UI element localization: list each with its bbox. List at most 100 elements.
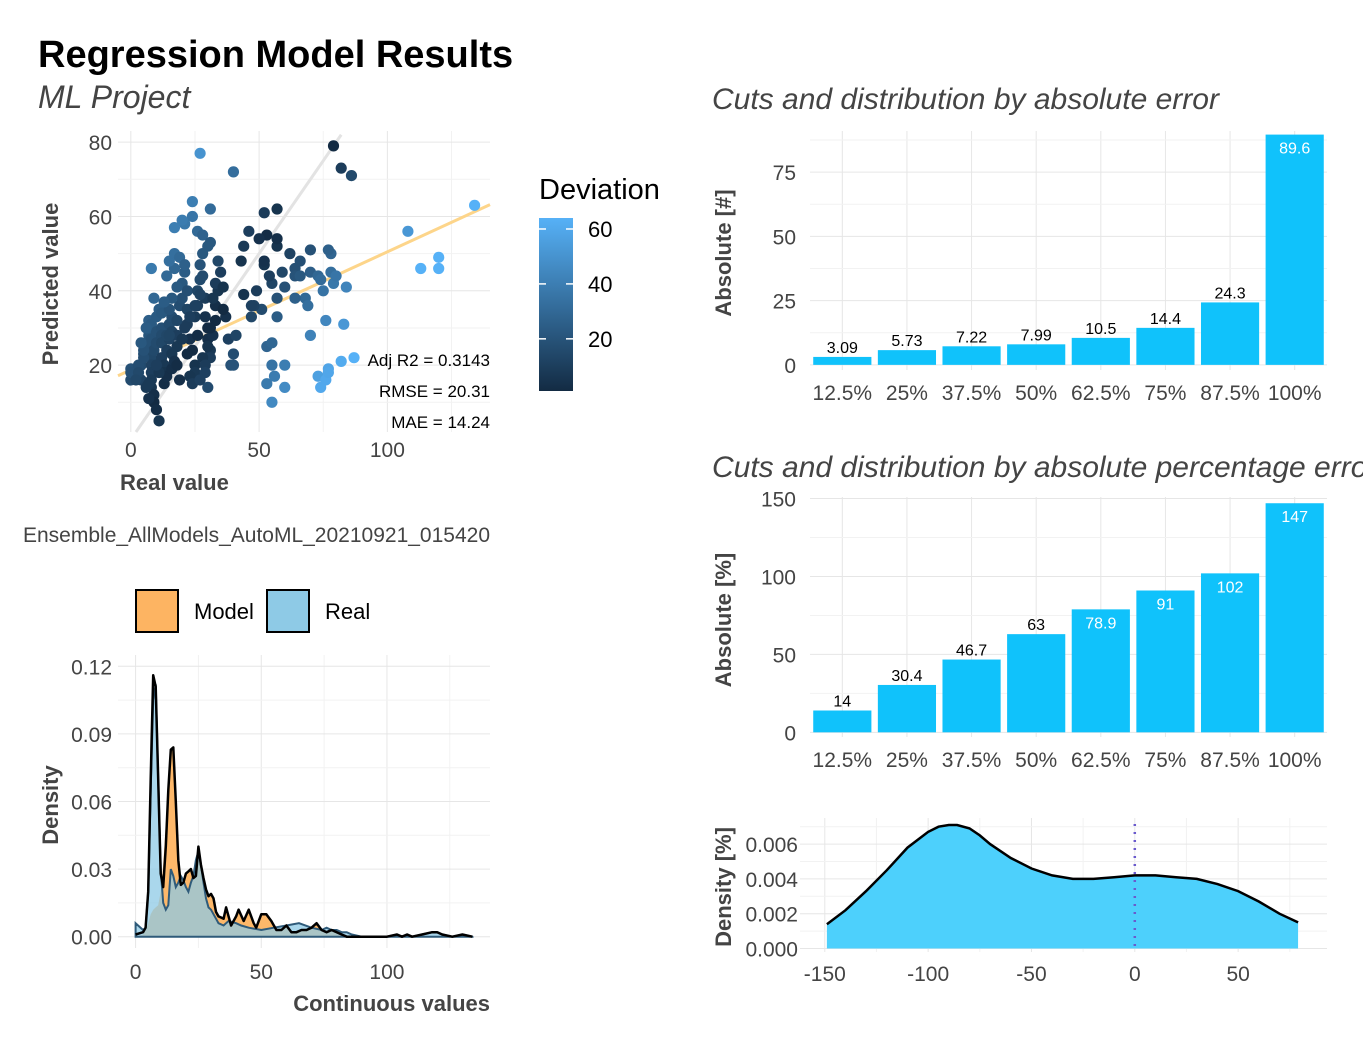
scatter-point bbox=[191, 329, 204, 341]
bar-category-tick: 50% bbox=[1015, 749, 1057, 772]
scatter-point bbox=[181, 285, 193, 297]
scatter-point bbox=[212, 255, 224, 267]
scatter-point bbox=[253, 233, 265, 245]
bar-category-tick: 87.5% bbox=[1200, 382, 1260, 405]
absolute-error-title: Cuts and distribution by absolute error bbox=[712, 83, 1220, 116]
scatter-point bbox=[315, 274, 327, 286]
scatter-point bbox=[204, 322, 216, 334]
scatter-point bbox=[143, 392, 155, 405]
bar-category-tick: 62.5% bbox=[1071, 749, 1131, 772]
percentage-error-bars: 14 30.4 46.7 63 78.9 91 102 147 bbox=[813, 503, 1324, 733]
scatter-point bbox=[266, 359, 278, 371]
bar bbox=[942, 659, 1001, 733]
density-areas bbox=[134, 674, 474, 938]
bar-category-tick: 62.5% bbox=[1071, 382, 1131, 405]
bar bbox=[1200, 573, 1260, 733]
scatter-point bbox=[173, 374, 186, 386]
bar bbox=[942, 346, 1001, 365]
scatter-points bbox=[125, 140, 481, 427]
scatter-point bbox=[469, 199, 481, 211]
scatter-point bbox=[271, 292, 283, 304]
adj-r2-label: Adj R2 = 0.3143 bbox=[368, 351, 490, 370]
scatter-point bbox=[199, 311, 211, 323]
density-grid bbox=[118, 655, 490, 948]
bar-category-tick: 87.5% bbox=[1200, 749, 1260, 772]
scatter-point bbox=[230, 329, 242, 341]
bar-category-tick: 25% bbox=[886, 749, 928, 772]
bar bbox=[1136, 327, 1195, 365]
bar bbox=[1071, 337, 1130, 365]
density-y-tick: 0.09 bbox=[71, 724, 112, 747]
bar bbox=[1007, 344, 1066, 365]
scatter-point bbox=[158, 296, 170, 308]
bar-value-label: 14.4 bbox=[1150, 311, 1181, 328]
bar-value-label: 63 bbox=[1027, 617, 1045, 634]
scatter-point bbox=[271, 233, 283, 245]
scatter-point bbox=[415, 262, 427, 275]
model-caption: Ensemble_AllModels_AutoML_20210921_01542… bbox=[23, 524, 490, 547]
bar-value-label: 147 bbox=[1281, 509, 1308, 526]
density-panel: Model Real 0 50 100 0.00 0.03 0.06 0.09 0.12 Co… bbox=[38, 589, 490, 1016]
error-density-outline bbox=[826, 823, 1299, 926]
scatter-point bbox=[148, 292, 160, 304]
scatter-point bbox=[266, 396, 278, 408]
scatter-point bbox=[184, 311, 196, 323]
absolute-error-bars: 3.09 5.73 7.22 7.99 10.5 14.4 24.3 89.6 bbox=[813, 134, 1324, 365]
bar-category-tick: 37.5% bbox=[942, 382, 1002, 405]
error-density-ticks: -150 -100 -50 0 50 0.000 0.002 0.004 0.006 bbox=[745, 834, 1249, 986]
bar bbox=[813, 356, 872, 365]
page-subtitle: ML Project bbox=[38, 79, 191, 115]
bar-y-tick: 50 bbox=[773, 644, 796, 667]
scatter-point bbox=[207, 292, 219, 304]
scatter-point bbox=[402, 225, 414, 237]
scatter-point bbox=[261, 378, 273, 390]
scatter-y-axis-label: Predicted value bbox=[38, 203, 63, 366]
scatter-point bbox=[279, 359, 291, 371]
bar-value-label: 5.73 bbox=[891, 333, 922, 350]
scatter-point bbox=[258, 255, 270, 267]
scatter-point bbox=[179, 259, 191, 271]
bar-category-tick: 37.5% bbox=[942, 749, 1002, 772]
density-y-tick: 0.00 bbox=[71, 927, 112, 950]
scatter-point bbox=[194, 374, 206, 386]
scatter-point bbox=[145, 262, 157, 275]
rmse-label: RMSE = 20.31 bbox=[379, 382, 490, 401]
scatter-point bbox=[348, 352, 360, 364]
scatter-x-tick: 0 bbox=[125, 439, 137, 462]
error-density-x-tick: 50 bbox=[1226, 963, 1249, 986]
density-y-tick: 0.12 bbox=[71, 656, 112, 679]
scatter-point bbox=[338, 318, 350, 330]
colorbar-tick-label: 20 bbox=[588, 327, 612, 352]
scatter-point bbox=[130, 374, 142, 386]
error-density-panel: -150 -100 -50 0 50 0.000 0.002 0.004 0.006 Densi… bbox=[711, 818, 1327, 986]
bar bbox=[813, 710, 872, 733]
scatter-point bbox=[235, 255, 247, 267]
page-title: Regression Model Results bbox=[38, 34, 513, 76]
scatter-point bbox=[271, 203, 283, 215]
percentage-error-title: Cuts and distribution by absolute percen… bbox=[712, 451, 1363, 484]
error-density-area bbox=[826, 823, 1299, 952]
scatter-point bbox=[227, 348, 240, 360]
scatter-point bbox=[263, 270, 275, 282]
scatter-point bbox=[266, 337, 278, 349]
error-density-x-tick: 0 bbox=[1129, 963, 1141, 986]
density-y-tick: 0.06 bbox=[71, 792, 112, 815]
scatter-y-tick: 40 bbox=[89, 281, 112, 304]
scatter-point bbox=[153, 415, 165, 427]
scatter-point bbox=[320, 314, 332, 327]
scatter-point bbox=[194, 259, 206, 271]
bar-y-tick: 0 bbox=[784, 722, 796, 745]
scatter-point bbox=[433, 262, 445, 275]
density-area-real bbox=[134, 684, 474, 938]
scatter-point bbox=[140, 322, 152, 334]
scatter-point bbox=[245, 311, 258, 323]
bar-category-tick: 12.5% bbox=[813, 382, 873, 405]
scatter-point bbox=[171, 314, 183, 327]
bar bbox=[877, 684, 937, 733]
bar-value-label: 7.22 bbox=[956, 329, 987, 346]
scatter-point bbox=[204, 203, 216, 215]
scatter-point bbox=[304, 244, 317, 256]
mae-label: MAE = 14.24 bbox=[391, 413, 490, 432]
scatter-point bbox=[163, 329, 175, 341]
scatter-point bbox=[340, 281, 352, 293]
